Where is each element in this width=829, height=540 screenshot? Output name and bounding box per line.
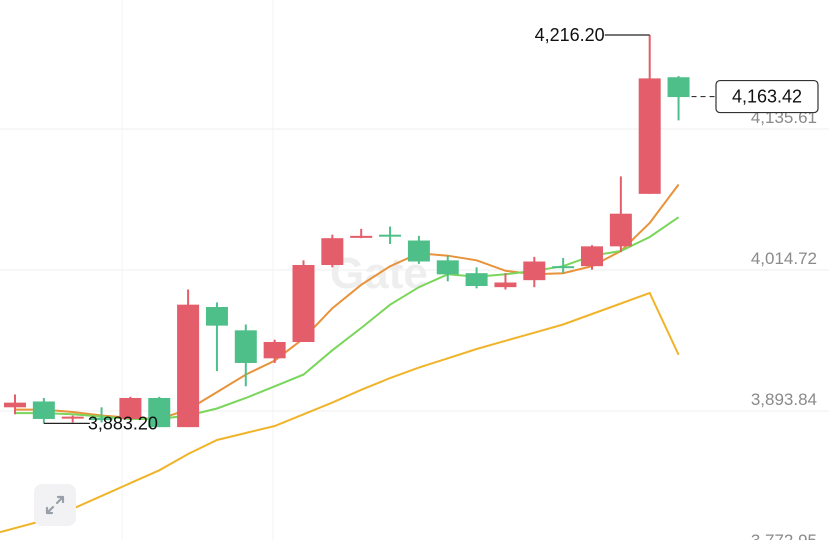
candle-22 bbox=[638, 35, 661, 194]
candles bbox=[4, 35, 690, 428]
candle-16 bbox=[465, 267, 488, 289]
annotation-label-0: 4,216.20 bbox=[535, 25, 605, 45]
candle-1 bbox=[32, 397, 55, 424]
candle-body-7 bbox=[205, 306, 228, 326]
candle-body-9 bbox=[263, 341, 286, 359]
candle-body-13 bbox=[379, 234, 402, 237]
candle-body-17 bbox=[494, 282, 517, 288]
candle-18 bbox=[523, 256, 546, 288]
y-tick-label-1: 4,014.72 bbox=[751, 249, 817, 268]
candle-body-8 bbox=[234, 330, 257, 363]
candle-0 bbox=[4, 394, 26, 415]
candle-body-14 bbox=[407, 240, 430, 262]
candle-14 bbox=[407, 235, 430, 264]
candle-19 bbox=[552, 258, 575, 274]
candle-body-6 bbox=[177, 304, 200, 428]
moving-average-3 bbox=[0, 291, 680, 534]
candle-13 bbox=[379, 226, 402, 245]
candle-body-16 bbox=[465, 273, 488, 287]
candle-10 bbox=[292, 260, 315, 342]
candle-body-4 bbox=[119, 397, 142, 419]
candle-body-15 bbox=[436, 260, 459, 275]
candle-body-22 bbox=[638, 78, 661, 194]
expand-button[interactable] bbox=[34, 484, 76, 526]
candle-3 bbox=[90, 407, 113, 423]
candle-5 bbox=[148, 396, 171, 428]
candle-body-23 bbox=[667, 77, 690, 98]
candle-body-21 bbox=[609, 213, 632, 247]
candle-body-18 bbox=[523, 261, 546, 281]
moving-averages bbox=[0, 183, 680, 534]
annotations: 4,216.20 3,883.20 4,163.42 bbox=[43, 25, 819, 433]
candle-11 bbox=[321, 234, 344, 268]
candle-8 bbox=[234, 324, 257, 387]
candle-body-2 bbox=[61, 416, 84, 419]
candle-body-3 bbox=[90, 417, 113, 421]
candle-body-12 bbox=[350, 235, 373, 238]
expand-arrows-icon bbox=[45, 495, 65, 515]
candle-20 bbox=[581, 245, 603, 270]
candle-body-19 bbox=[552, 266, 575, 269]
y-tick-label-2: 3,893.84 bbox=[751, 390, 817, 409]
candle-23 bbox=[667, 76, 690, 121]
candle-15 bbox=[436, 255, 459, 282]
candle-body-20 bbox=[581, 246, 603, 267]
current-price-label: 4,163.42 bbox=[732, 87, 802, 107]
candle-body-1 bbox=[32, 401, 55, 419]
candle-body-5 bbox=[148, 397, 171, 428]
candle-17 bbox=[494, 273, 517, 290]
candle-body-11 bbox=[321, 238, 344, 266]
candle-body-0 bbox=[4, 402, 26, 408]
annotation-label-1: 3,883.20 bbox=[88, 413, 158, 433]
candle-body-10 bbox=[292, 265, 315, 342]
candle-7 bbox=[205, 302, 228, 372]
candle-2 bbox=[61, 415, 84, 423]
candle-9 bbox=[263, 339, 286, 363]
candle-21 bbox=[609, 176, 632, 253]
candle-12 bbox=[350, 228, 373, 239]
y-tick-label-3: 3,772.95 bbox=[751, 531, 817, 540]
moving-average-1 bbox=[15, 183, 680, 421]
candle-6 bbox=[177, 289, 200, 428]
candle-4 bbox=[119, 396, 142, 421]
y-axis: 4,135.614,014.723,893.843,772.95 bbox=[751, 108, 817, 540]
current-price-box bbox=[715, 79, 819, 114]
